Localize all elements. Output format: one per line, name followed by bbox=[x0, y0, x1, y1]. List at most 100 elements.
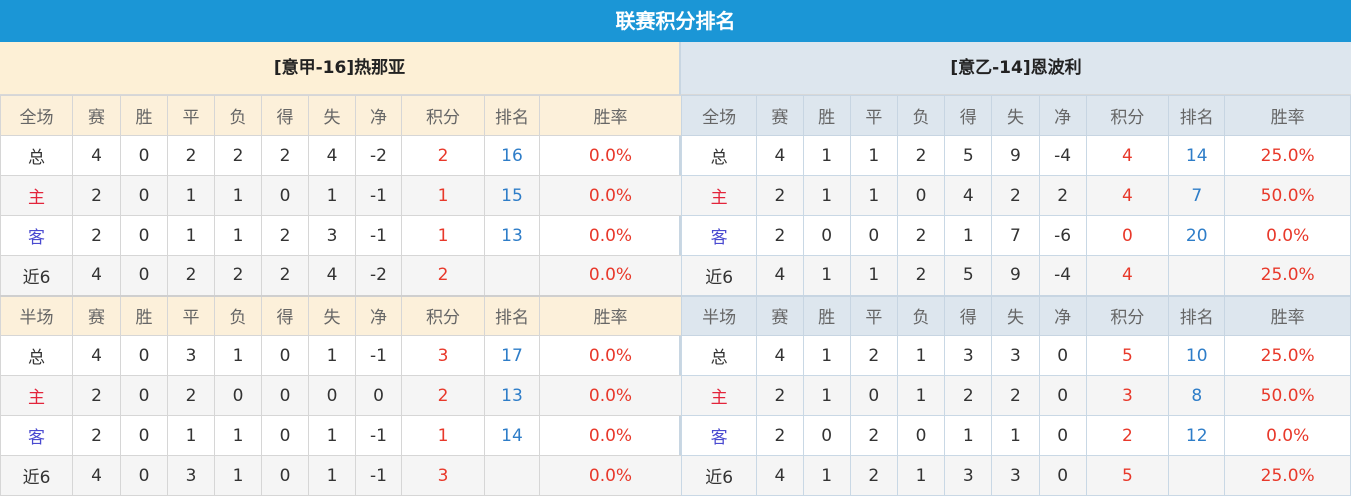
page-title: 联赛积分排名 bbox=[0, 0, 1351, 42]
row-label-cell: 客 bbox=[0, 415, 73, 456]
column-header-goals-for: 得 bbox=[261, 294, 309, 336]
column-header-row-label: 全场 bbox=[0, 95, 73, 136]
table-row: 客 2 0 1 1 0 1 -1 1 14 0.0% bbox=[0, 415, 682, 456]
rank-cell: 10 bbox=[1168, 335, 1226, 376]
goal-diff-cell: -6 bbox=[1038, 215, 1087, 256]
win-rate-cell: 25.0% bbox=[1224, 255, 1351, 296]
points-cell: 2 bbox=[401, 375, 485, 416]
points-cell: 3 bbox=[1085, 375, 1170, 416]
drawn-cell: 1 bbox=[167, 215, 215, 256]
column-header-lost: 负 bbox=[214, 95, 262, 136]
won-cell: 1 bbox=[802, 375, 851, 416]
rank-cell: 12 bbox=[1168, 415, 1226, 456]
column-header-goals-against: 失 bbox=[991, 95, 1040, 136]
column-header-played: 赛 bbox=[72, 95, 121, 136]
lost-cell: 0 bbox=[896, 415, 946, 456]
played-cell: 2 bbox=[756, 175, 804, 216]
row-label-cell: 总 bbox=[0, 335, 73, 376]
won-cell: 0 bbox=[120, 335, 168, 376]
drawn-cell: 2 bbox=[167, 255, 215, 296]
column-header-won: 胜 bbox=[802, 95, 851, 136]
won-cell: 1 bbox=[802, 135, 851, 176]
played-cell: 2 bbox=[756, 415, 804, 456]
column-header-lost: 负 bbox=[214, 294, 262, 336]
goals-against-cell: 1 bbox=[308, 455, 356, 496]
points-cell: 5 bbox=[1085, 455, 1170, 496]
rank-cell: 7 bbox=[1168, 175, 1226, 216]
row-label-cell: 客 bbox=[680, 215, 758, 256]
table-row: 客 2 0 1 1 2 3 -1 1 13 0.0% bbox=[0, 215, 682, 256]
goals-for-cell: 3 bbox=[944, 335, 993, 376]
table-row: 近6 4 1 1 2 5 9 -4 4 25.0% bbox=[680, 255, 1351, 296]
column-header-win-rate: 胜率 bbox=[1224, 294, 1351, 336]
goals-against-cell: 1 bbox=[308, 415, 356, 456]
half-header-row: 半场赛胜平负得失净积分 排名 胜率 bbox=[0, 294, 682, 336]
table-row: 总 4 1 1 2 5 9 -4 4 14 25.0% bbox=[680, 135, 1351, 176]
points-cell: 2 bbox=[401, 135, 485, 176]
column-header-rank: 排名 bbox=[1168, 95, 1226, 136]
won-cell: 1 bbox=[802, 255, 851, 296]
win-rate-cell: 0.0% bbox=[539, 335, 682, 376]
goal-diff-cell: -1 bbox=[355, 415, 402, 456]
points-cell: 2 bbox=[401, 255, 485, 296]
goals-for-cell: 2 bbox=[261, 255, 309, 296]
won-cell: 0 bbox=[802, 415, 851, 456]
column-header-points: 积分 bbox=[1085, 294, 1170, 336]
goals-against-cell: 2 bbox=[991, 175, 1040, 216]
goals-for-cell: 4 bbox=[944, 175, 993, 216]
win-rate-cell: 0.0% bbox=[539, 255, 682, 296]
team-name: [意甲-16]热那亚 bbox=[0, 42, 679, 95]
points-cell: 1 bbox=[401, 215, 485, 256]
win-rate-cell: 0.0% bbox=[539, 375, 682, 416]
lost-cell: 1 bbox=[896, 375, 946, 416]
played-cell: 2 bbox=[756, 375, 804, 416]
row-label-cell: 近6 bbox=[0, 255, 73, 296]
played-cell: 4 bbox=[72, 455, 121, 496]
drawn-cell: 0 bbox=[849, 215, 898, 256]
column-header-goal-diff: 净 bbox=[1038, 95, 1087, 136]
goals-for-cell: 1 bbox=[944, 415, 993, 456]
rank-cell bbox=[1168, 455, 1226, 496]
drawn-cell: 1 bbox=[849, 175, 898, 216]
played-cell: 4 bbox=[756, 455, 804, 496]
right-team-panel: [意乙-14]恩波利 全场赛胜平负得失净积分 排名 胜率总 4 1 1 2 5 9 -4 4 14 25… bbox=[680, 42, 1351, 496]
column-header-row-label: 半场 bbox=[680, 294, 758, 336]
goal-diff-cell: -2 bbox=[355, 135, 402, 176]
played-cell: 2 bbox=[72, 415, 121, 456]
row-label-cell: 客 bbox=[0, 215, 73, 256]
win-rate-cell: 25.0% bbox=[1224, 455, 1351, 496]
column-header-drawn: 平 bbox=[167, 294, 215, 336]
rank-cell: 15 bbox=[484, 175, 540, 216]
lost-cell: 2 bbox=[214, 255, 262, 296]
lost-cell: 2 bbox=[896, 255, 946, 296]
played-cell: 4 bbox=[756, 135, 804, 176]
goals-for-cell: 5 bbox=[944, 135, 993, 176]
column-header-goals-against: 失 bbox=[308, 294, 356, 336]
goals-against-cell: 2 bbox=[991, 375, 1040, 416]
won-cell: 0 bbox=[120, 175, 168, 216]
row-label-cell: 总 bbox=[0, 135, 73, 176]
table-row: 近6 4 0 2 2 2 4 -2 2 0.0% bbox=[0, 255, 682, 296]
goals-for-cell: 0 bbox=[261, 335, 309, 376]
column-header-row-label: 半场 bbox=[0, 294, 73, 336]
rank-cell: 20 bbox=[1168, 215, 1226, 256]
goals-for-cell: 5 bbox=[944, 255, 993, 296]
rank-cell: 8 bbox=[1168, 375, 1226, 416]
column-header-goal-diff: 净 bbox=[355, 294, 402, 336]
points-cell: 5 bbox=[1085, 335, 1170, 376]
points-cell: 2 bbox=[1085, 415, 1170, 456]
goal-diff-cell: 0 bbox=[1038, 455, 1087, 496]
win-rate-cell: 25.0% bbox=[1224, 335, 1351, 376]
goal-diff-cell: -1 bbox=[355, 215, 402, 256]
column-header-points: 积分 bbox=[1085, 95, 1170, 136]
goals-against-cell: 0 bbox=[308, 375, 356, 416]
won-cell: 0 bbox=[120, 455, 168, 496]
column-header-drawn: 平 bbox=[849, 294, 898, 336]
goals-for-cell: 0 bbox=[261, 375, 309, 416]
table-row: 主 2 0 1 1 0 1 -1 1 15 0.0% bbox=[0, 175, 682, 216]
table-row: 近6 4 1 2 1 3 3 0 5 25.0% bbox=[680, 455, 1351, 496]
win-rate-cell: 50.0% bbox=[1224, 375, 1351, 416]
lost-cell: 1 bbox=[214, 215, 262, 256]
column-header-lost: 负 bbox=[896, 95, 946, 136]
row-label-cell: 主 bbox=[0, 375, 73, 416]
